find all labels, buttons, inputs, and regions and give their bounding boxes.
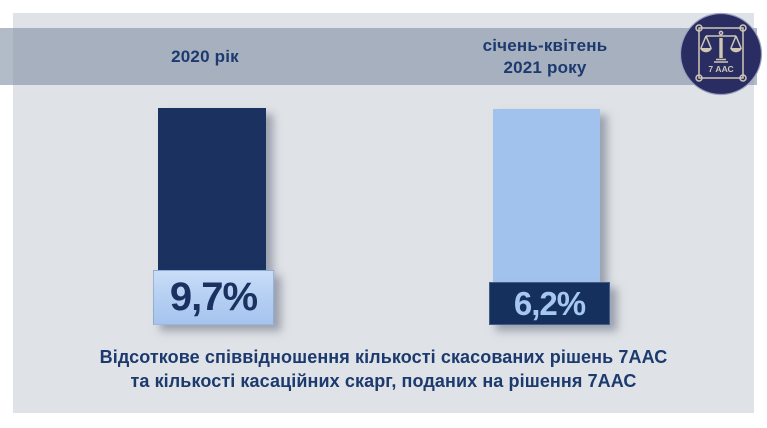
chart-caption: Відсоткове співвідношення кількості скас… bbox=[13, 346, 754, 393]
bar-2020 bbox=[158, 108, 266, 270]
value-2021: 6,2% bbox=[513, 284, 586, 322]
value-2020: 9,7% bbox=[169, 275, 258, 319]
header-band bbox=[0, 28, 757, 85]
caption-line-1: Відсоткове співвідношення кількості скас… bbox=[99, 347, 668, 367]
header-period-2020: 2020 рік bbox=[60, 28, 350, 85]
header-period-2021-line1: січень-квітень bbox=[482, 35, 608, 55]
scales-of-justice-icon bbox=[695, 24, 747, 82]
court-seal-logo: 7 ААС bbox=[679, 12, 763, 96]
header-period-2020-label: 2020 рік bbox=[171, 46, 239, 66]
value-badge-2021: 6,2% bbox=[489, 282, 610, 325]
header-period-2021: січень-квітень 2021 року bbox=[405, 28, 685, 85]
logo-text: 7 ААС bbox=[708, 64, 733, 74]
caption-line-2: та кількості касаційних скарг, поданих н… bbox=[130, 370, 637, 391]
value-badge-2020: 9,7% bbox=[153, 270, 274, 325]
header-period-2021-line2: 2021 року bbox=[503, 57, 587, 77]
bar-2021 bbox=[493, 109, 600, 282]
